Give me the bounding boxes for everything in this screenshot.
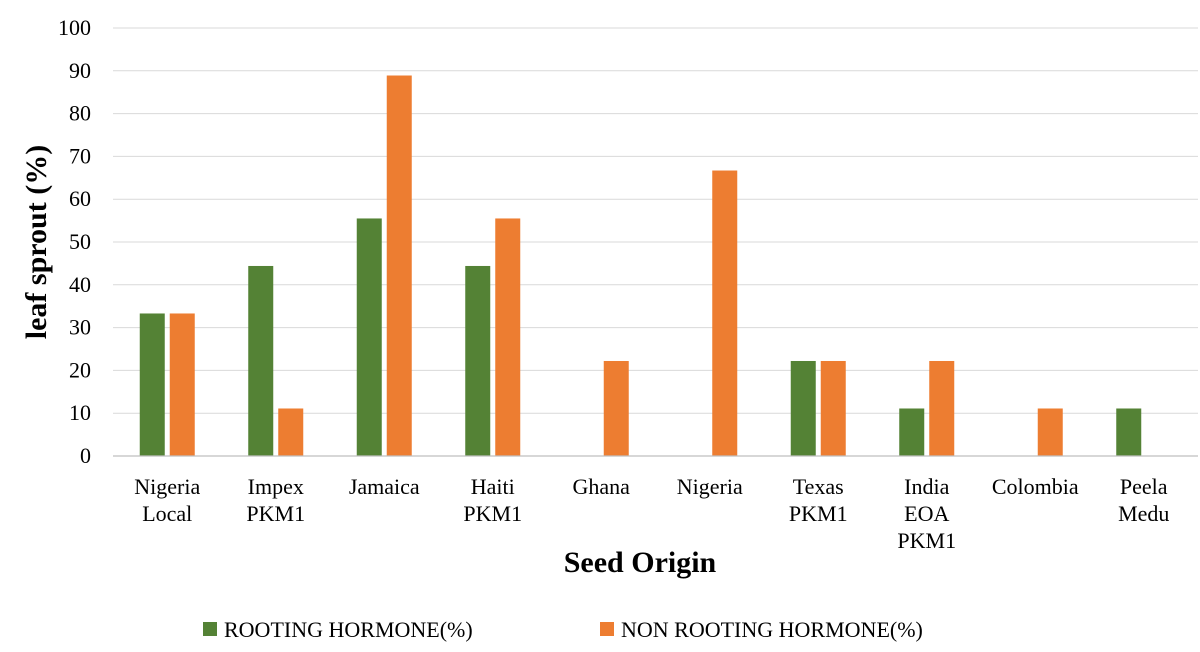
x-category-label: Texas PKM1 [789, 474, 848, 526]
y-tick-label: 80 [69, 101, 91, 126]
legend-label: NON ROOTING HORMONE(%) [621, 617, 923, 642]
gridlines [113, 27, 1198, 414]
x-category-label: Peela Medu [1118, 474, 1169, 526]
bar-non-rooting [712, 170, 738, 457]
bar-rooting [899, 408, 925, 456]
x-category-label: Nigeria Local [134, 474, 200, 526]
bar-rooting [139, 313, 165, 456]
x-category-label: Haiti PKM1 [463, 474, 522, 526]
bar-non-rooting [278, 408, 304, 456]
legend-label: ROOTING HORMONE(%) [224, 617, 473, 642]
y-tick-label: 40 [69, 272, 91, 297]
y-tick-label: 100 [58, 15, 91, 40]
legend: ROOTING HORMONE(%) NON ROOTING HORMONE(%) [203, 617, 923, 642]
y-tick-label: 50 [69, 229, 91, 254]
y-tick-label: 60 [69, 186, 91, 211]
bar-rooting [248, 265, 274, 456]
bar-rooting [356, 218, 382, 456]
x-axis-title: Seed Origin [564, 546, 717, 579]
y-axis-title: leaf sprout (%) [20, 145, 53, 339]
x-category-label: Colombia [992, 474, 1079, 499]
x-axis-categories: Nigeria Local Impex PKM1 Jamaica Haiti PKM1 Gha… [134, 474, 1169, 553]
legend-swatch [203, 622, 217, 636]
y-tick-label: 90 [69, 58, 91, 83]
bar-non-rooting [386, 75, 412, 457]
bar-non-rooting [495, 218, 521, 456]
bar-non-rooting [603, 360, 629, 456]
bar-rooting [790, 360, 816, 456]
bar-non-rooting [169, 313, 195, 456]
y-tick-label: 70 [69, 143, 91, 168]
bar-non-rooting [820, 360, 846, 456]
bars [139, 75, 1142, 457]
y-tick-label: 20 [69, 357, 91, 382]
bar-non-rooting [929, 360, 955, 456]
bar-rooting [465, 265, 491, 456]
x-category-label: Nigeria [677, 474, 743, 499]
x-category-label: Ghana [573, 474, 631, 499]
legend-swatch [600, 622, 614, 636]
x-category-label: Jamaica [349, 474, 420, 499]
y-axis-ticks: 0 10 20 30 40 50 60 70 80 90 100 [58, 15, 91, 468]
bar-rooting [1116, 408, 1142, 456]
x-category-label: Impex PKM1 [246, 474, 305, 526]
bar-non-rooting [1037, 408, 1063, 456]
y-tick-label: 10 [69, 400, 91, 425]
y-tick-label: 30 [69, 315, 91, 340]
x-category-label: India EOA PKM1 [897, 474, 956, 553]
y-tick-label: 0 [80, 443, 91, 468]
